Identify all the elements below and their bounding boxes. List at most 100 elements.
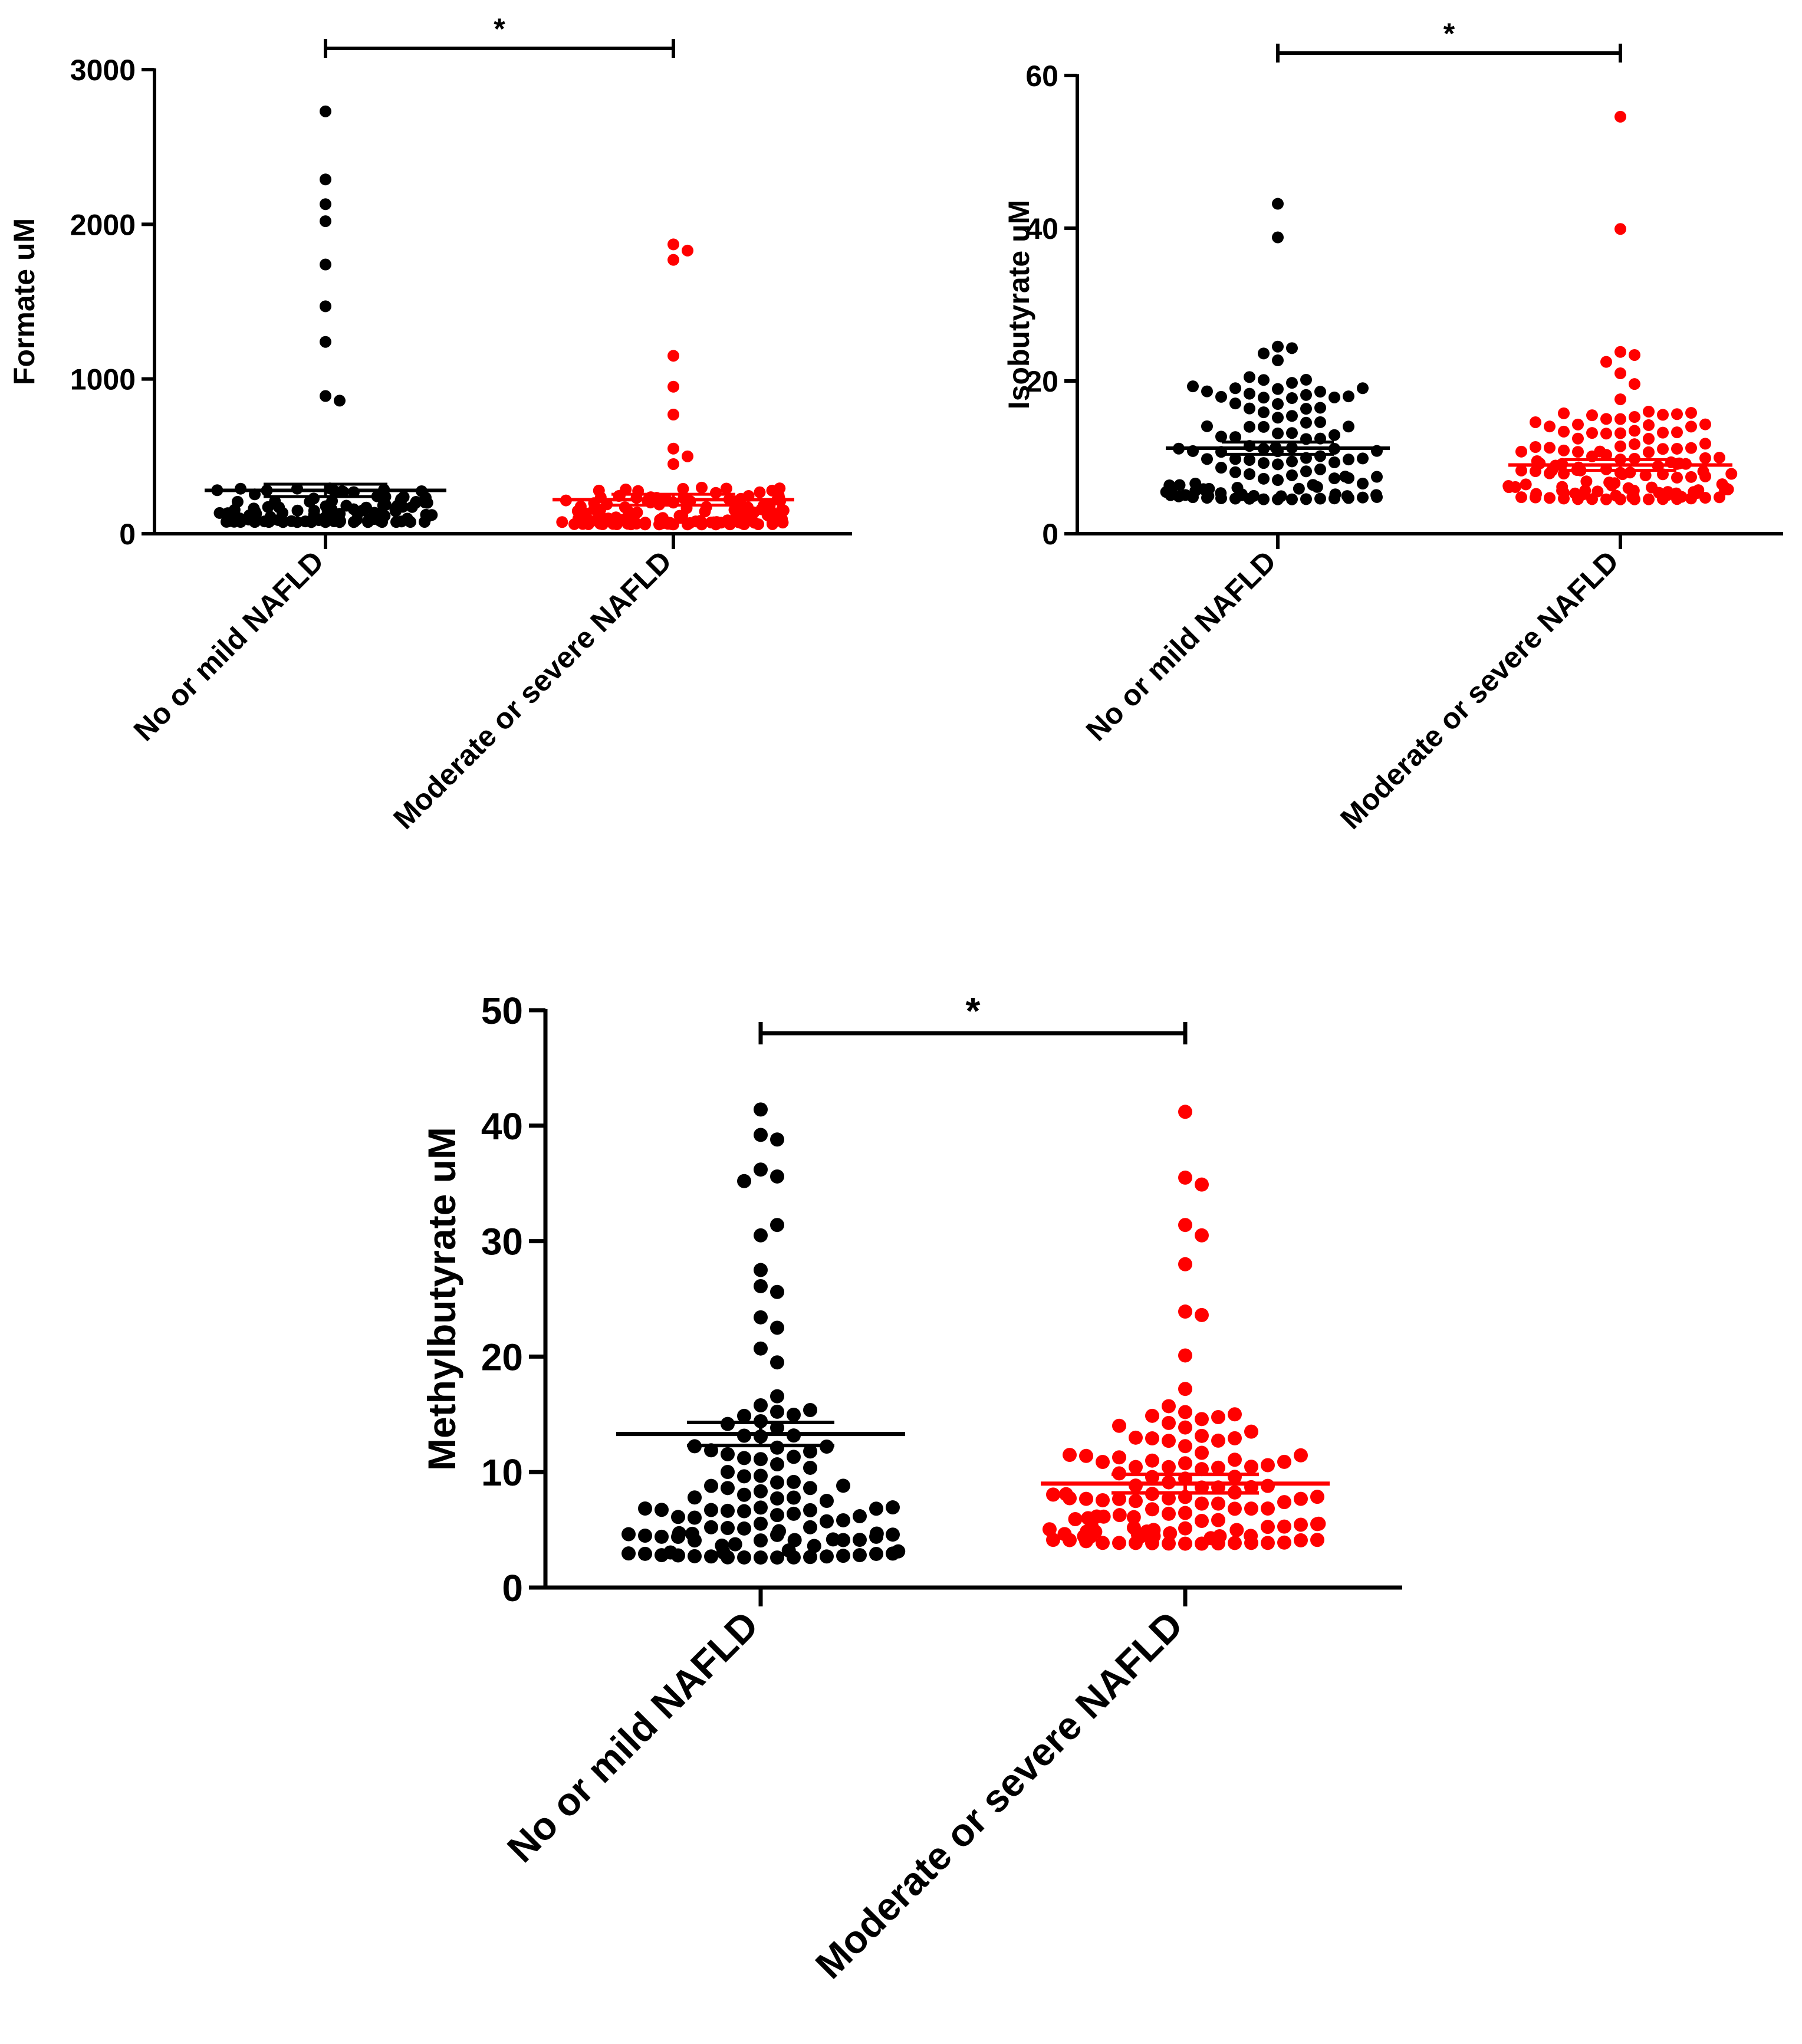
data-point xyxy=(886,1527,900,1542)
data-point xyxy=(1657,426,1669,439)
data-point xyxy=(1310,1533,1324,1547)
data-point xyxy=(1231,482,1244,494)
data-point xyxy=(685,1526,699,1541)
data-point xyxy=(1277,1495,1291,1510)
data-point xyxy=(1341,490,1353,502)
data-point xyxy=(682,244,693,257)
data-point xyxy=(1228,1453,1242,1467)
data-point xyxy=(1714,452,1725,464)
data-point xyxy=(1314,386,1326,398)
data-point xyxy=(1502,480,1515,492)
data-point xyxy=(1610,489,1622,502)
data-point xyxy=(1162,1506,1176,1521)
data-point xyxy=(1629,349,1640,361)
significance-marker: * xyxy=(1443,17,1455,50)
data-point xyxy=(1057,1527,1072,1542)
data-point xyxy=(1129,1460,1143,1474)
data-point xyxy=(1211,1460,1225,1475)
data-point xyxy=(1699,418,1711,431)
data-point xyxy=(1530,416,1541,428)
data-point xyxy=(721,1447,735,1461)
data-point xyxy=(721,1464,735,1479)
data-point xyxy=(754,1452,768,1467)
data-point xyxy=(1286,427,1298,439)
data-point xyxy=(1195,1496,1209,1511)
data-point xyxy=(1639,469,1652,482)
data-point xyxy=(1329,472,1340,485)
data-point xyxy=(1657,409,1669,421)
data-point xyxy=(1229,397,1241,410)
data-point xyxy=(638,1546,652,1561)
data-point xyxy=(1685,407,1697,419)
data-point xyxy=(1201,385,1213,397)
data-point xyxy=(787,1506,801,1521)
data-point xyxy=(420,508,432,521)
data-point xyxy=(1211,1433,1225,1448)
data-point xyxy=(1178,1257,1192,1271)
data-point xyxy=(770,1389,784,1404)
data-point xyxy=(1215,487,1227,500)
data-point xyxy=(1272,427,1284,439)
data-point xyxy=(657,512,669,524)
data-point xyxy=(1371,471,1383,483)
data-point xyxy=(1162,1460,1176,1474)
data-point xyxy=(1215,462,1227,474)
data-point xyxy=(1258,493,1270,505)
data-point xyxy=(770,1440,784,1455)
data-point xyxy=(1195,1445,1209,1460)
data-point xyxy=(671,1510,685,1524)
data-point xyxy=(737,1521,751,1536)
data-point xyxy=(721,1521,735,1536)
data-point xyxy=(737,1487,751,1502)
data-point xyxy=(754,1550,768,1565)
data-point xyxy=(704,1478,718,1493)
data-point xyxy=(754,1128,768,1142)
data-point xyxy=(1258,472,1270,485)
data-point xyxy=(1244,420,1255,433)
data-point xyxy=(1307,479,1319,491)
data-point xyxy=(1357,478,1369,490)
data-point xyxy=(1671,442,1683,455)
data-point xyxy=(754,1533,768,1548)
data-point xyxy=(1558,407,1570,419)
data-point xyxy=(1556,481,1568,493)
data-point xyxy=(360,501,373,514)
y-tick-label: 20 xyxy=(481,1336,523,1378)
data-point xyxy=(1699,452,1711,464)
data-point xyxy=(1179,489,1192,501)
data-point xyxy=(1272,412,1284,424)
data-point xyxy=(1244,387,1255,400)
data-point xyxy=(1614,440,1626,452)
data-point xyxy=(1629,411,1640,423)
data-point xyxy=(807,1539,821,1553)
data-point xyxy=(1162,1536,1176,1551)
data-point xyxy=(1272,340,1284,353)
data-point xyxy=(754,1310,768,1325)
data-point xyxy=(1600,413,1612,425)
data-point xyxy=(1594,445,1606,458)
data-point xyxy=(1272,354,1284,367)
data-point xyxy=(803,1503,817,1517)
data-point xyxy=(1244,1529,1258,1543)
data-point xyxy=(1300,416,1312,429)
data-point xyxy=(1112,1491,1126,1506)
data-point xyxy=(1275,490,1287,502)
y-tick-label: 10 xyxy=(481,1451,523,1494)
data-point xyxy=(1096,1455,1110,1470)
data-point xyxy=(1671,408,1683,420)
data-point xyxy=(1211,1513,1225,1527)
data-point xyxy=(820,1514,834,1529)
data-point xyxy=(1163,1526,1178,1540)
data-point xyxy=(772,1524,787,1539)
data-point xyxy=(1046,1487,1060,1502)
data-point xyxy=(291,504,304,517)
data-point xyxy=(787,1474,801,1489)
data-point xyxy=(836,1549,850,1563)
data-point xyxy=(1572,446,1584,458)
data-point xyxy=(1229,1523,1244,1537)
significance-marker: * xyxy=(494,12,505,45)
data-point xyxy=(1162,1434,1176,1448)
data-point xyxy=(688,1510,702,1525)
data-point xyxy=(1162,1399,1176,1414)
data-point xyxy=(770,1218,784,1233)
